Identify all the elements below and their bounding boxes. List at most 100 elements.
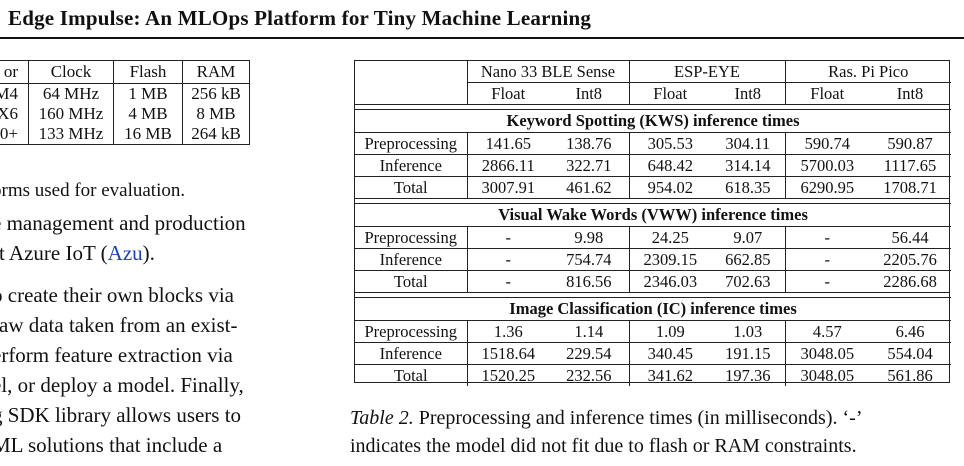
table-cell: -M0+ (0, 124, 29, 145)
body-text-column: orms used for evaluation. e management a… (0, 176, 307, 460)
caption-text: Preprocessing and inference times (in mi… (413, 407, 863, 429)
table-cell: 5700.03 (785, 154, 869, 177)
table-cell: 229.54 (549, 342, 630, 365)
table-cell: 618.35 (711, 176, 786, 198)
table-cell: 8 MB (182, 104, 250, 124)
body-line: ML solutions that include a (0, 433, 223, 457)
table-cell: 702.63 (711, 270, 786, 292)
table-cell: 3048.05 (800, 365, 855, 385)
page-header-title: Edge Impulse: An MLOps Platform for Tiny… (8, 6, 592, 30)
table-cell: 9.98 (549, 226, 630, 249)
row-label: Inference (355, 154, 468, 177)
table-cell: 1708.71 (883, 177, 937, 197)
table-cell: 304.11 (711, 132, 786, 155)
table-cell: - (467, 226, 549, 249)
table-cell: - (824, 271, 831, 291)
header-rule (0, 37, 964, 39)
table-row: -M0+ 133 MHz 16 MB 264 kB (0, 124, 250, 145)
table-cell: 232.56 (549, 364, 630, 386)
table-cell: 554.04 (869, 342, 952, 365)
table-cell: 590.87 (869, 132, 951, 155)
table-cell: 160 MHz (28, 104, 114, 124)
table-cell: 1.03 (711, 320, 786, 343)
table-cell: 1.09 (629, 320, 711, 343)
table-cell: 662.85 (711, 248, 786, 271)
table-cell: 461.62 (549, 176, 630, 198)
table-cell: 133 MHz (28, 124, 114, 145)
table-cell: - (467, 248, 549, 271)
row-label: Preprocessing (355, 226, 468, 249)
table-cell: - (505, 271, 512, 291)
table-cell: 138.76 (549, 132, 630, 155)
table-cell: 2309.15 (629, 248, 711, 271)
table-cell: 6290.95 (800, 177, 855, 197)
section-spacer (355, 198, 949, 203)
table-cell: 2286.68 (883, 271, 937, 291)
table-row: Inference 2866.11 322.71 648.42 314.14 5700.0… (355, 154, 951, 177)
table-cell: 141.65 (467, 132, 549, 155)
section-title-row: Keyword Spotting (KWS) inference times (355, 109, 951, 133)
precision-header: Float (810, 83, 845, 103)
body-line: raw data taken from an exist- (0, 313, 238, 337)
table-row: Total 1520.25 232.56 341.62 197.36 3048.05 561… (355, 364, 951, 386)
column-header: Clock (28, 60, 114, 84)
table-cell: 4 MB (113, 104, 183, 124)
table-row: Inference 1518.64 229.54 340.45 191.15 3048.0… (355, 342, 952, 365)
table-cell: LX6 (0, 104, 29, 124)
inference-times-table: Nano 33 BLE Sense ESP-EYE Ras. Pi Pico F… (354, 60, 952, 386)
caption-label: Table 2. (350, 407, 414, 429)
section-spacer (355, 104, 949, 109)
table-cell: 816.56 (549, 270, 630, 292)
table-cell: 561.86 (887, 365, 933, 385)
table-cell: 191.15 (711, 342, 786, 365)
body-line: el, or deploy a model. Finally, (0, 373, 244, 397)
table-cell: 1518.64 (467, 342, 549, 365)
device-header: Ras. Pi Pico (785, 61, 952, 83)
section-title-row: Visual Wake Words (VWW) inference times (355, 203, 952, 227)
table-row: Inference -754.74 2309.15 662.85-2205.76 (355, 248, 952, 271)
table-cell: 3007.91 (481, 177, 536, 197)
table-cell: 16 MB (113, 124, 183, 145)
body-line: o create their own blocks via (0, 283, 234, 307)
table-cell: 24.25 (629, 226, 711, 249)
precision-header-row: Float Int8 Float Int8 Float Int8 (355, 82, 951, 104)
table-row: Preprocessing -9.98 24.25 9.07-56.44 (355, 226, 952, 249)
table-sections: Keyword Spotting (KWS) inference times Pr… (355, 104, 952, 386)
body-line: ft Azure IoT (Azu). (0, 238, 307, 268)
table-row: Preprocessing 1.36 1.14 1.09 1.03 4.57 6.46 (355, 320, 952, 343)
body-line: e management and production (0, 211, 246, 235)
table-cell: 6.46 (869, 320, 952, 343)
table-cell: 648.42 (629, 154, 711, 177)
row-label: Preprocessing (355, 132, 468, 155)
caption-line: indicates the model did not fit due to f… (350, 435, 857, 457)
table-cell: 954.02 (647, 177, 693, 197)
inference-times-grid: Nano 33 BLE Sense ESP-EYE Ras. Pi Pico F… (355, 61, 952, 104)
table-cell: 2866.11 (467, 154, 549, 177)
table-cell: 56.44 (869, 226, 952, 249)
table-caption: Table 2. Preprocessing and inference tim… (350, 404, 950, 460)
section-title-row: Image Classification (IC) inference time… (355, 297, 952, 321)
precision-header: Int8 (711, 82, 786, 104)
table-cell: 1.14 (549, 320, 630, 343)
device-header: Nano 33 BLE Sense (467, 61, 630, 83)
table-row: Total - 816.56 2346.03 702.63 - 2286.68 (355, 270, 951, 292)
table-cell: 305.53 (629, 132, 711, 155)
table-cell: 340.45 (629, 342, 711, 365)
row-label: Total (355, 364, 468, 386)
citation-link[interactable]: Azu (107, 241, 143, 265)
table-cell: 4.57 (785, 320, 869, 343)
table-cell: 64 MHz (28, 83, 114, 104)
precision-header: Int8 (549, 82, 630, 104)
table-cell: - (785, 226, 869, 249)
table-row: -M4 64 MHz 1 MB 256 kB (0, 83, 250, 104)
table-section: Visual Wake Words (VWW) inference times P… (355, 203, 952, 292)
table-cell: 754.74 (549, 248, 630, 271)
table-cell: 9.07 (711, 226, 786, 249)
section-title: Image Classification (IC) inference time… (355, 297, 952, 321)
body-line: g SDK library allows users to (0, 403, 242, 427)
table-cell: 3048.05 (785, 342, 869, 365)
row-label: Total (355, 270, 468, 292)
empty-corner (355, 82, 468, 104)
table-section: Image Classification (IC) inference time… (355, 297, 952, 386)
body-line-text: ft Azure IoT ( (0, 241, 108, 265)
